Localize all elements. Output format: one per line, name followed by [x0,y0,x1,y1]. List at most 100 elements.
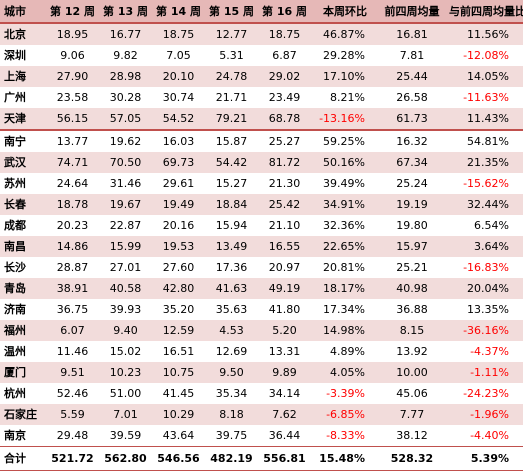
value-cell: 35.63 [205,299,258,320]
value-cell: 18.84 [205,194,258,215]
value-cell: 7.01 [99,404,152,425]
percent-cell: 3.64% [445,236,523,257]
value-cell: 16.81 [379,23,445,45]
percent-cell: -4.37% [445,341,523,362]
value-cell: 5.59 [46,404,99,425]
city-cell: 苏州 [0,173,46,194]
table-row: 南宁 13.77 19.62 16.03 15.87 25.27 59.25% 16.32 54… [0,130,523,152]
value-cell: 7.62 [258,404,311,425]
value-cell: 10.00 [379,362,445,383]
value-cell: 16.51 [152,341,205,362]
value-cell: 68.78 [258,108,311,131]
percent-cell: 18.17% [311,278,379,299]
percent-cell: 20.04% [445,278,523,299]
table-row: 石家庄 5.59 7.01 10.29 8.18 7.62 -6.85% 7.77 -1.96% [0,404,523,425]
value-cell: 7.05 [152,45,205,66]
percent-cell: -3.39% [311,383,379,404]
table-row: 福州 6.07 9.40 12.59 4.53 5.20 14.98% 8.15 -36.16% [0,320,523,341]
city-cell: 北京 [0,23,46,45]
value-cell: 6.87 [258,45,311,66]
value-cell: 25.42 [258,194,311,215]
percent-cell: -4.40% [445,425,523,447]
value-cell: 61.73 [379,108,445,131]
value-cell: 7.77 [379,404,445,425]
city-cell: 南昌 [0,236,46,257]
percent-cell: 8.21% [311,87,379,108]
value-cell: 23.49 [258,87,311,108]
value-cell: 26.58 [379,87,445,108]
value-cell: 15.27 [205,173,258,194]
table-footer: 合计 521.72 562.80 546.56 482.19 556.81 15.48% 52… [0,446,523,471]
value-cell: 74.71 [46,152,99,173]
value-cell: 9.89 [258,362,311,383]
percent-cell: 20.81% [311,257,379,278]
value-cell: 36.88 [379,299,445,320]
column-header: 第 15 周 [205,0,258,24]
value-cell: 54.42 [205,152,258,173]
total-value-cell: 556.81 [258,446,311,471]
value-cell: 12.69 [205,341,258,362]
value-cell: 22.87 [99,215,152,236]
percent-cell: 17.34% [311,299,379,320]
table-row: 天津 56.15 57.05 54.52 79.21 68.78 -13.16% 61.73 1… [0,108,523,131]
value-cell: 12.77 [205,23,258,45]
value-cell: 4.53 [205,320,258,341]
value-cell: 29.48 [46,425,99,447]
value-cell: 25.21 [379,257,445,278]
value-cell: 54.52 [152,108,205,131]
city-cell: 上海 [0,66,46,87]
percent-cell: 54.81% [445,130,523,152]
value-cell: 13.92 [379,341,445,362]
table-row: 厦门 9.51 10.23 10.75 9.50 9.89 4.05% 10.00 -1.11% [0,362,523,383]
value-cell: 51.00 [99,383,152,404]
value-cell: 9.51 [46,362,99,383]
value-cell: 40.58 [99,278,152,299]
value-cell: 9.50 [205,362,258,383]
city-cell: 石家庄 [0,404,46,425]
table-row: 南昌 14.86 15.99 19.53 13.49 16.55 22.65% 15.97 3.… [0,236,523,257]
value-cell: 27.60 [152,257,205,278]
value-cell: 42.80 [152,278,205,299]
value-cell: 6.07 [46,320,99,341]
table-body: 北京 18.95 16.77 18.75 12.77 18.75 46.87% 16.81 11… [0,23,523,447]
value-cell: 5.31 [205,45,258,66]
value-cell: 7.81 [379,45,445,66]
total-value-cell: 521.72 [46,446,99,471]
value-cell: 45.06 [379,383,445,404]
value-cell: 21.10 [258,215,311,236]
value-cell: 35.20 [152,299,205,320]
value-cell: 18.78 [46,194,99,215]
percent-cell: -12.08% [445,45,523,66]
city-cell: 杭州 [0,383,46,404]
city-cell: 青岛 [0,278,46,299]
total-percent-cell: 15.48% [311,446,379,471]
value-cell: 69.73 [152,152,205,173]
table-row: 南京 29.48 39.59 43.64 39.75 36.44 -8.33% 38.12 -4… [0,425,523,447]
value-cell: 39.93 [99,299,152,320]
percent-cell: 50.16% [311,152,379,173]
value-cell: 38.91 [46,278,99,299]
value-cell: 20.16 [152,215,205,236]
table-row: 广州 23.58 30.28 30.74 21.71 23.49 8.21% 26.58 -11… [0,87,523,108]
column-header: 前四周均量 [379,0,445,24]
value-cell: 24.78 [205,66,258,87]
city-cell: 成都 [0,215,46,236]
percent-cell: -1.11% [445,362,523,383]
table-row: 温州 11.46 15.02 16.51 12.69 13.31 4.89% 13.92 -4.… [0,341,523,362]
value-cell: 25.24 [379,173,445,194]
percent-cell: 46.87% [311,23,379,45]
value-cell: 13.31 [258,341,311,362]
value-cell: 15.94 [205,215,258,236]
value-cell: 16.32 [379,130,445,152]
value-cell: 30.74 [152,87,205,108]
percent-cell: -11.63% [445,87,523,108]
value-cell: 9.82 [99,45,152,66]
value-cell: 39.59 [99,425,152,447]
value-cell: 10.75 [152,362,205,383]
value-cell: 16.03 [152,130,205,152]
city-cell: 长春 [0,194,46,215]
value-cell: 43.64 [152,425,205,447]
value-cell: 19.53 [152,236,205,257]
value-cell: 19.62 [99,130,152,152]
percent-cell: -1.96% [445,404,523,425]
